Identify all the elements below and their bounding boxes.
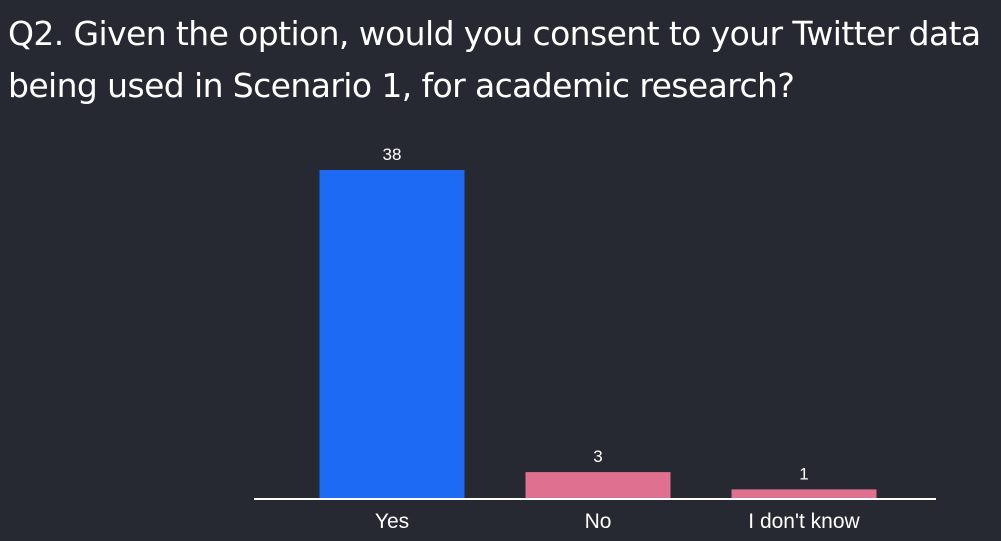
question-title: Q2. Given the option, would you consent … bbox=[8, 14, 981, 105]
x-tick-label: Yes bbox=[375, 510, 409, 533]
bar-i-don-t-know bbox=[731, 489, 877, 498]
data-label: 38 bbox=[383, 145, 402, 164]
x-tick-label: I don't know bbox=[748, 510, 860, 533]
data-label: 1 bbox=[799, 464, 808, 483]
x-tick-label: No bbox=[585, 510, 612, 533]
data-label: 3 bbox=[593, 447, 602, 466]
bar-yes bbox=[319, 170, 465, 498]
bar-no bbox=[525, 472, 671, 498]
